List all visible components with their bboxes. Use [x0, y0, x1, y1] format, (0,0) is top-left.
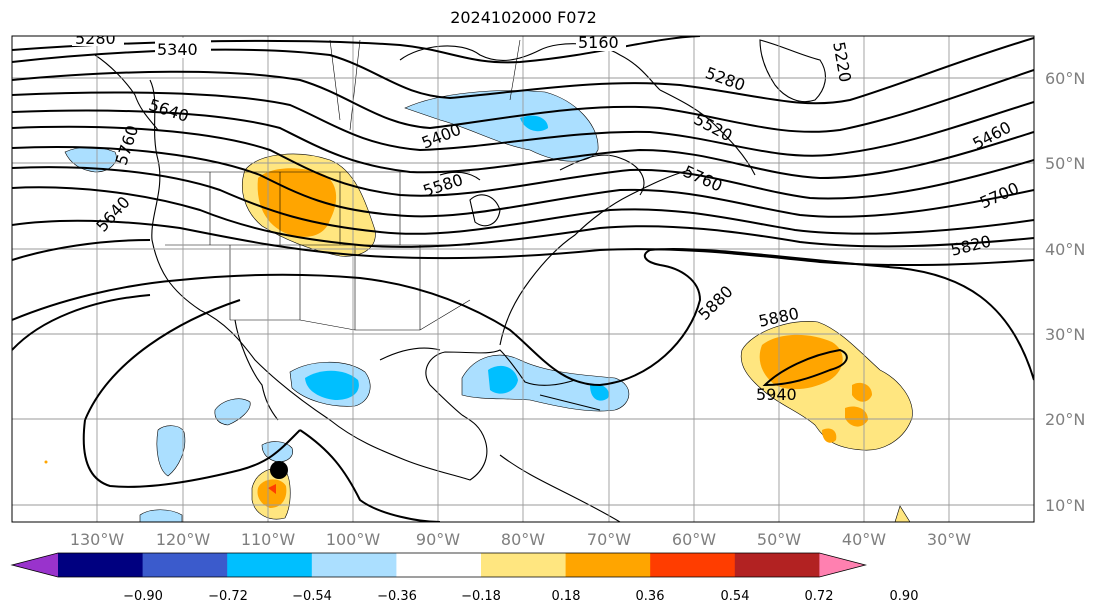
lon-label: 90°W	[416, 530, 460, 549]
colorbar-extend-right	[819, 553, 866, 577]
lat-label: 50°N	[1045, 154, 1085, 173]
lon-label: 120°W	[156, 530, 211, 549]
colorbar-tick-label: −0.36	[377, 589, 417, 604]
colorbar-segment	[142, 553, 228, 577]
lat-label: 30°N	[1045, 325, 1085, 344]
lat-label: 10°N	[1045, 496, 1085, 515]
map-area: 5280 5340 5160 5220 5640 5400 5280 5520 …	[12, 29, 1034, 522]
contour-label: 5160	[578, 33, 619, 52]
shading-negative-strong	[305, 115, 609, 401]
lat-label: 60°N	[1045, 69, 1085, 88]
colorbar-tick-label: −0.18	[461, 589, 501, 604]
lon-label: 60°W	[672, 530, 716, 549]
map-title: 2024102000 F072	[450, 8, 597, 27]
colorbar-segment	[650, 553, 736, 577]
lat-label: 20°N	[1045, 410, 1085, 429]
storm-marker	[270, 461, 288, 479]
contour-label: 5940	[756, 385, 797, 404]
colorbar-segment	[396, 553, 482, 577]
lon-label: 40°W	[842, 530, 886, 549]
lat-label: 40°N	[1045, 240, 1085, 259]
colorbar-segment	[58, 553, 144, 577]
shading-positive-peak	[268, 484, 276, 494]
colorbar	[10, 552, 867, 578]
colorbar-tick-label: 0.90	[890, 589, 919, 604]
lon-label: 100°W	[326, 530, 381, 549]
coastlines	[94, 39, 826, 522]
lon-label: 80°W	[501, 530, 545, 549]
shading-dot	[44, 460, 48, 464]
longitude-labels: 130°W 120°W 110°W 100°W 90°W 80°W 70°W 6…	[70, 530, 971, 549]
colorbar-tick-label: −0.54	[292, 589, 332, 604]
colorbar-labels: −0.90 −0.72 −0.54 −0.36 −0.18 0.18 0.36 …	[123, 589, 918, 604]
colorbar-tick-label: −0.72	[208, 589, 248, 604]
colorbar-segment	[734, 553, 820, 577]
colorbar-segment	[481, 553, 567, 577]
colorbar-segment	[565, 553, 651, 577]
colorbar-tick-label: 0.54	[721, 589, 750, 604]
colorbar-segment	[227, 553, 313, 577]
graticule	[12, 36, 1034, 522]
colorbar-extend-left	[12, 553, 58, 577]
colorbar-tick-label: −0.90	[123, 589, 163, 604]
colorbar-segment	[311, 553, 397, 577]
lon-label: 70°W	[587, 530, 631, 549]
colorbar-outline	[10, 552, 867, 578]
latitude-labels: 60°N 50°N 40°N 30°N 20°N 10°N	[1045, 69, 1085, 515]
colorbar-tick-label: 0.18	[552, 589, 581, 604]
colorbar-tick-label: 0.72	[805, 589, 834, 604]
contour-label: 5280	[75, 29, 116, 48]
lon-label: 130°W	[70, 530, 125, 549]
map-frame	[11, 35, 1035, 523]
lon-label: 110°W	[241, 530, 296, 549]
colorbar-tick-label: 0.36	[636, 589, 665, 604]
lon-label: 50°W	[757, 530, 801, 549]
contour-label: 5340	[157, 40, 198, 59]
lon-label: 30°W	[927, 530, 971, 549]
